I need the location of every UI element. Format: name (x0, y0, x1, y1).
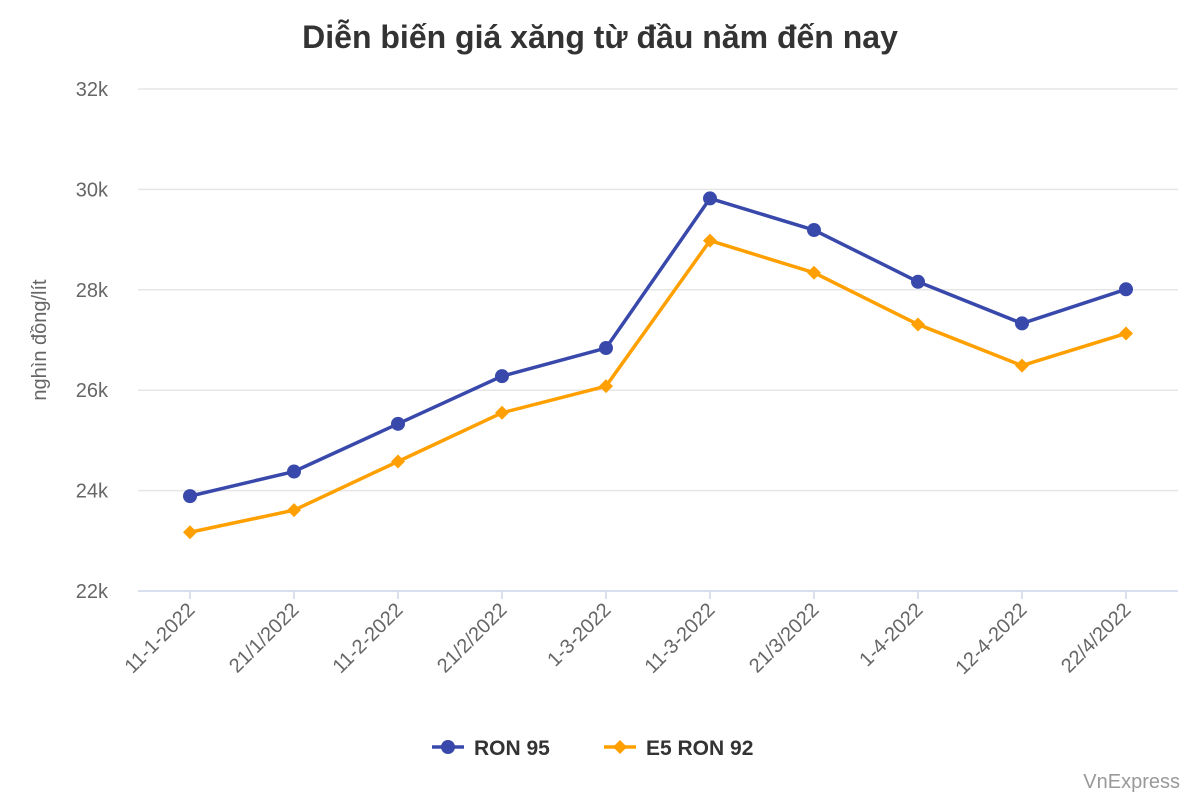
series-ron-95 (183, 191, 1133, 504)
series-line (189, 238, 1127, 534)
x-tick-label: 1-4-2022 (855, 599, 927, 671)
data-point (287, 503, 301, 518)
data-point (703, 191, 717, 206)
data-point (1119, 326, 1133, 341)
data-point (391, 454, 405, 469)
legend: RON 95 E5 RON 92 (432, 737, 753, 760)
legend-label: E5 RON 92 (646, 737, 753, 760)
chart-title: Diễn biến giá xăng từ đầu năm đến nay (302, 19, 898, 55)
y-tick-label: 28k (76, 280, 109, 302)
y-tick-label: 22k (76, 581, 109, 603)
series-e5-ron-92 (183, 233, 1133, 540)
x-tick-label: 11-2-2022 (329, 599, 408, 678)
x-tick-label: 11-1-2022 (121, 599, 200, 678)
data-point (391, 416, 405, 431)
data-point (911, 274, 925, 289)
series-line (189, 196, 1127, 498)
data-point (183, 489, 197, 504)
legend-marker (441, 740, 455, 754)
y-tick-label: 32k (76, 79, 109, 101)
y-tick-label: 30k (76, 179, 109, 201)
x-tick-label: 21/2/2022 (433, 599, 511, 677)
x-tick-label: 12-4-2022 (951, 599, 1031, 679)
y-axis-label: nghìn đồng/lít (29, 279, 51, 401)
data-point (495, 405, 509, 420)
x-tick-label: 21/1/2022 (225, 599, 303, 677)
data-point (807, 223, 821, 238)
data-point (1015, 316, 1029, 331)
y-tick-label: 26k (76, 380, 109, 402)
credit: VnExpress (1083, 771, 1180, 793)
data-point (1015, 358, 1029, 373)
data-point (911, 317, 925, 332)
legend-marker (613, 740, 627, 754)
x-tick-label: 11-3-2022 (641, 599, 720, 678)
data-point (703, 233, 717, 248)
x-tick-label: 22/4/2022 (1057, 599, 1135, 677)
data-point (599, 341, 613, 356)
data-point (807, 265, 821, 280)
data-point (287, 464, 301, 479)
x-tick-label: 1-3-2022 (543, 599, 615, 671)
legend-label: RON 95 (474, 737, 550, 760)
data-point (599, 379, 613, 394)
data-point (495, 369, 509, 384)
x-tick-label: 21/3/2022 (745, 599, 823, 677)
y-tick-label: 24k (76, 481, 109, 503)
data-point (1119, 282, 1133, 297)
data-point (183, 525, 197, 540)
